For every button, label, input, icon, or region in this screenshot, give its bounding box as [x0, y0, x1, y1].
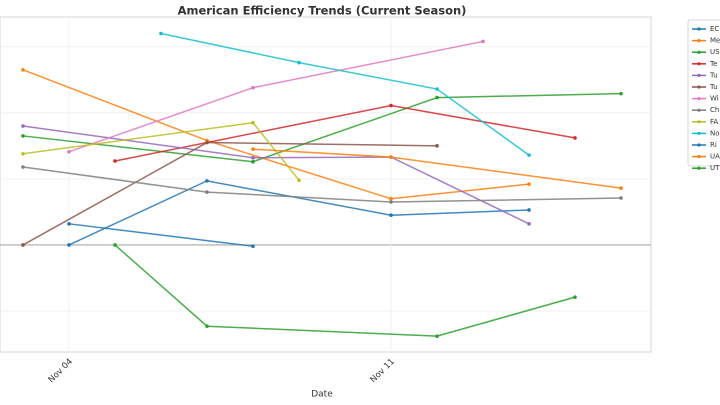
data-point [619, 91, 623, 96]
data-point [21, 124, 25, 128]
legend-marker [697, 155, 701, 159]
data-point [21, 151, 25, 156]
data-point [21, 165, 25, 169]
legend-marker [697, 166, 701, 170]
legend-label: UT [710, 164, 720, 172]
legend-label: EC [710, 25, 719, 33]
legend-marker [697, 131, 701, 135]
series-line [68, 223, 254, 248]
legend-label: Ri [710, 141, 717, 149]
legend-marker [697, 27, 701, 31]
series-line [114, 104, 576, 162]
data-point [297, 60, 301, 65]
legend-label: Ch [710, 106, 719, 114]
legend-marker [697, 97, 701, 101]
data-point [389, 196, 393, 201]
data-point [159, 31, 163, 36]
data-point [619, 186, 623, 190]
data-point [527, 222, 531, 226]
series-line [252, 148, 622, 189]
data-point [435, 144, 439, 148]
legend-marker [697, 50, 701, 54]
series-line [160, 32, 530, 156]
data-point [389, 103, 393, 108]
data-point [251, 85, 255, 90]
data-point [205, 140, 209, 145]
legend-label: Te [709, 60, 717, 68]
data-point [21, 134, 25, 138]
data-point [573, 295, 577, 299]
chart-title: American Efficiency Trends (Current Seas… [178, 4, 467, 18]
data-point [21, 68, 25, 72]
series-line [22, 69, 530, 200]
legend-marker [697, 143, 701, 147]
data-point [435, 95, 439, 100]
data-point [113, 243, 117, 247]
data-point [389, 213, 393, 218]
data-point [297, 178, 301, 183]
x-tick-label: Nov 11 [369, 357, 397, 385]
data-point [389, 200, 393, 204]
data-point [251, 147, 255, 151]
legend-marker [697, 108, 701, 112]
data-point [435, 87, 439, 91]
legend-marker [697, 39, 701, 43]
legend-marker [697, 85, 701, 89]
legend-label: Me [710, 37, 720, 45]
series-line [68, 180, 530, 246]
data-point [205, 190, 209, 194]
series-line [22, 125, 530, 225]
series-line [114, 244, 576, 337]
legend-label: Tu [709, 71, 718, 79]
legend-label: FA [710, 118, 718, 126]
data-point [67, 243, 71, 247]
series-line [22, 92, 622, 163]
legend-label: No [710, 129, 720, 137]
x-axis-label: Date [311, 390, 333, 400]
data-point [205, 324, 209, 329]
data-point [251, 155, 255, 160]
data-point [389, 155, 393, 159]
data-point [251, 244, 255, 249]
data-point [205, 179, 209, 183]
data-point [251, 120, 255, 125]
data-point [67, 222, 71, 226]
data-point [527, 153, 531, 157]
legend-label: Tu [709, 83, 718, 91]
data-point [67, 149, 71, 154]
legend-box [687, 19, 720, 167]
data-point [21, 243, 25, 247]
data-point [481, 39, 485, 44]
x-tick-label: Nov 04 [47, 357, 75, 385]
legend-label: Wi [710, 95, 719, 103]
legend-marker [697, 62, 701, 66]
data-point [527, 208, 531, 212]
data-point [619, 196, 623, 200]
series-line [22, 166, 622, 203]
data-point [527, 182, 531, 186]
plot-frame [0, 16, 652, 353]
data-point [251, 159, 255, 164]
legend-marker [697, 120, 701, 124]
legend-marker [697, 73, 701, 77]
data-point [435, 334, 439, 338]
data-point [113, 159, 117, 163]
data-point [573, 136, 577, 140]
legend-label: US [710, 48, 720, 56]
legend-label: UA [710, 153, 720, 161]
